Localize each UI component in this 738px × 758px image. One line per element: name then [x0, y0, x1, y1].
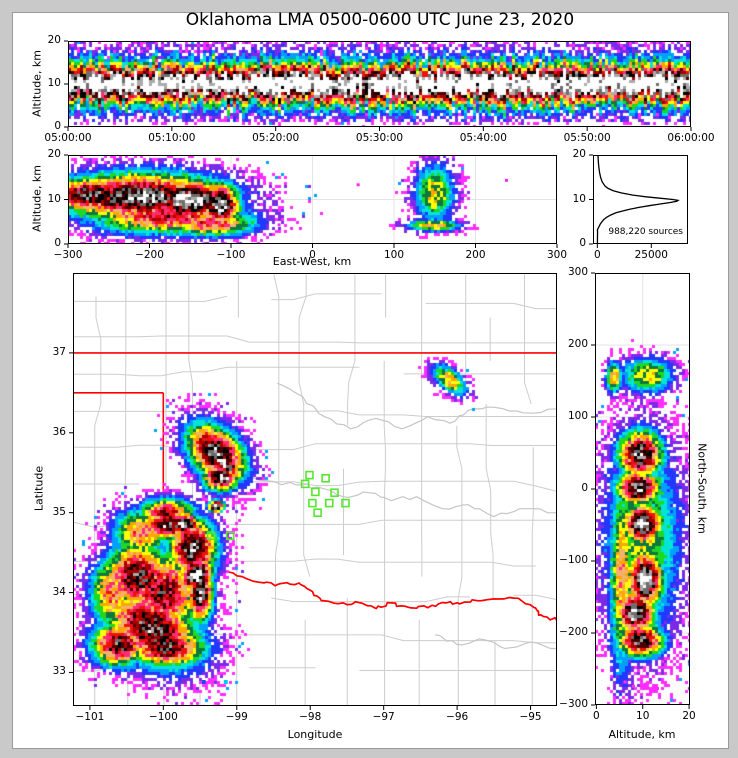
- y-tick-label: 10: [572, 192, 586, 205]
- x-tick-label: 06:00:00: [667, 132, 715, 144]
- y-tick-label: −100: [559, 554, 588, 566]
- lma-station-marker: [324, 498, 334, 508]
- isolated-source-dot: [504, 178, 508, 182]
- lma-station-marker: [206, 531, 216, 541]
- y-tick-label: 37: [52, 345, 66, 358]
- lma-station-marker: [225, 531, 235, 541]
- x-tick-label: −101: [75, 711, 105, 723]
- x-tick-label: 100: [383, 249, 405, 261]
- lma-station-marker: [305, 470, 314, 480]
- isolated-source-dot: [623, 680, 627, 684]
- altitude-histogram-curve: [596, 154, 680, 245]
- x-tick-label: 300: [546, 249, 568, 261]
- y-tick-label: 20: [47, 34, 61, 46]
- isolated-source-dot: [656, 686, 660, 690]
- x-tick-label: 05:20:00: [252, 132, 300, 144]
- east-west-height-density-canvas: [68, 155, 557, 244]
- north-south-height-density-canvas: [595, 273, 690, 705]
- x-tick-label: 0: [593, 249, 601, 261]
- east-west-height-xlabel: East-West, km: [272, 255, 352, 268]
- x-tick-label: 05:00:00: [44, 132, 92, 144]
- y-tick-label: 35: [52, 505, 66, 518]
- lma-station-marker: [308, 498, 317, 508]
- x-tick-label: 05:10:00: [148, 132, 196, 144]
- y-tick-label: 33: [52, 665, 66, 678]
- x-tick-label: 05:30:00: [355, 132, 404, 144]
- north-south-right-label: North-South, km: [695, 443, 709, 534]
- map-xlabel: Longitude: [287, 728, 343, 741]
- lma-station-marker: [330, 488, 339, 498]
- y-tick-label: 10: [47, 77, 61, 89]
- y-tick-label: −200: [559, 626, 588, 638]
- y-tick-label: 0: [581, 482, 588, 494]
- lma-station-marker: [313, 508, 322, 518]
- y-tick-label: 300: [567, 266, 588, 278]
- x-tick-label: 0: [309, 249, 316, 261]
- x-tick-label: 10: [636, 710, 650, 722]
- y-tick-label: 10: [47, 192, 61, 205]
- isolated-source-dot: [201, 680, 206, 685]
- x-tick-label: 200: [465, 249, 486, 261]
- map-density-canvas: [73, 273, 557, 706]
- y-tick-label: 0: [54, 237, 61, 249]
- x-tick-label: −100: [216, 249, 246, 261]
- y-tick-label: 20: [47, 148, 61, 160]
- lma-station-marker: [311, 487, 320, 497]
- figure-title: Oklahoma LMA 0500-0600 UTC June 23, 2020: [185, 10, 575, 30]
- x-tick-label: 0: [593, 710, 600, 722]
- source-count-annotation: 988,220 sources: [608, 227, 683, 237]
- map-ylabel: Latitude: [32, 465, 46, 512]
- lma-station-marker: [321, 473, 330, 483]
- isolated-source-dot: [223, 680, 228, 685]
- x-tick-label: 05:40:00: [459, 132, 507, 144]
- x-tick-label: −96: [446, 711, 469, 723]
- y-tick-label: 36: [52, 425, 66, 438]
- lma-station-marker: [341, 498, 350, 508]
- isolated-source-dot: [392, 226, 396, 230]
- isolated-source-dot: [643, 682, 647, 686]
- x-tick-label: 20: [682, 710, 696, 722]
- y-tick-label: 100: [567, 410, 588, 422]
- x-tick-label: −300: [53, 249, 83, 261]
- x-tick-label: −98: [299, 711, 322, 723]
- x-tick-label: −99: [225, 711, 248, 723]
- x-tick-label: 05:50:00: [563, 132, 611, 144]
- y-tick-label: 0: [54, 120, 61, 132]
- time-height-density-canvas: [68, 41, 691, 127]
- y-tick-label: 20: [572, 148, 586, 160]
- y-tick-label: 34: [52, 585, 66, 598]
- x-tick-label: −100: [148, 711, 178, 723]
- x-tick-label: 25000: [634, 249, 668, 261]
- north-south-xlabel: Altitude, km: [608, 728, 676, 741]
- x-tick-label: −200: [135, 249, 164, 261]
- y-tick-label: −300: [559, 698, 588, 710]
- lma-station-marker: [300, 479, 310, 489]
- isolated-source-dot: [277, 223, 281, 227]
- isolated-source-dot: [631, 684, 635, 688]
- x-tick-label: −97: [372, 711, 395, 723]
- x-tick-label: −95: [519, 711, 542, 723]
- y-tick-label: 200: [567, 338, 588, 350]
- y-tick-label: 0: [579, 237, 586, 249]
- isolated-source-dot: [356, 183, 360, 187]
